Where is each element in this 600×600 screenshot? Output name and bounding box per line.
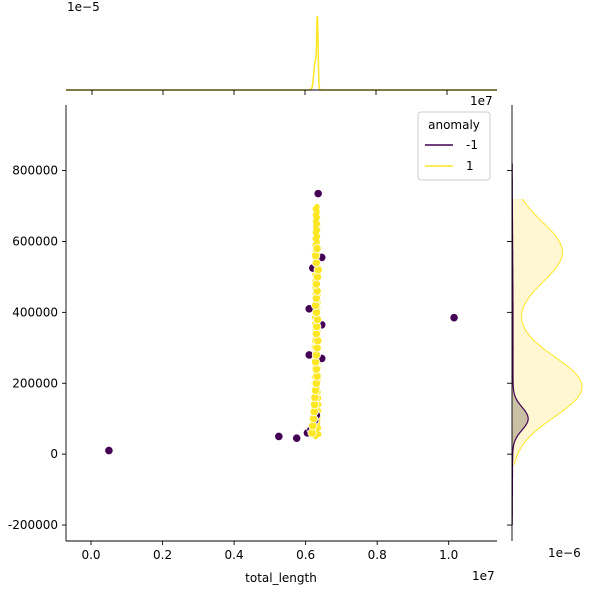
corner-offset-text: 1e7 [470, 94, 493, 108]
x-axis-ticks: 0.0 0.2 0.4 0.6 0.8 1.0 [81, 541, 458, 562]
scatter-point-neg1 [449, 313, 459, 323]
marginal-y-offset-text: 1e−6 [548, 546, 581, 560]
scatter-point-1 [312, 243, 322, 254]
scatter-point-neg1 [292, 433, 302, 443]
scatter-point-neg1 [274, 431, 284, 442]
x-tick-label: 0.0 [81, 548, 100, 562]
series-1-band-point [315, 431, 322, 438]
legend-entry-neg1: -1 [466, 138, 478, 152]
x-tick-label: 0.6 [296, 548, 315, 562]
marginal-x-density: 1e−5 [66, 0, 497, 95]
marginal-x-density-curve [66, 15, 497, 91]
x-tick-label: 0.2 [153, 548, 172, 562]
legend-entry-1: 1 [466, 159, 474, 173]
scatter-point-neg1 [104, 446, 114, 456]
y-axis-ticks: -200000 0 200000 400000 600000 800000 [8, 164, 66, 532]
y-tick-label: 800000 [12, 164, 58, 178]
marginal-y-density-fill-1 [512, 198, 582, 465]
y-tick-label: 200000 [12, 376, 58, 390]
y-tick-label: 400000 [12, 305, 58, 319]
x-axis-label: total_length [245, 571, 317, 585]
x-tick-label: 0.8 [368, 548, 387, 562]
marginal-x-offset-text: 1e−5 [67, 0, 100, 14]
series-1-band-point [314, 203, 320, 210]
main-scatter-plot: 0.0 0.2 0.4 0.6 0.8 1.0 -200000 0 200000 400000 6… [8, 105, 497, 585]
marginal-y-density-fill-neg1 [512, 163, 529, 526]
y-tick-label: 0 [50, 447, 58, 461]
legend: anomaly -1 1 [417, 111, 491, 181]
legend-box [417, 111, 491, 181]
y-tick-label: -200000 [8, 518, 58, 532]
y-tick-label: 600000 [12, 234, 58, 248]
x-tick-label: 0.4 [225, 548, 244, 562]
marginal-y-ticks [507, 170, 512, 526]
legend-title: anomaly [428, 118, 480, 132]
scatter-point-neg1 [313, 189, 323, 199]
x-tick-label: 1.0 [439, 548, 458, 562]
marginal-y-density: 1e−6 1e7 [470, 94, 583, 560]
scatter-points [104, 189, 459, 456]
marginal-y-density-curve-neg1 [511, 163, 529, 525]
x-axis-offset-text: 1e7 [472, 569, 495, 583]
marginal-y-density-curve-1 [513, 198, 583, 465]
